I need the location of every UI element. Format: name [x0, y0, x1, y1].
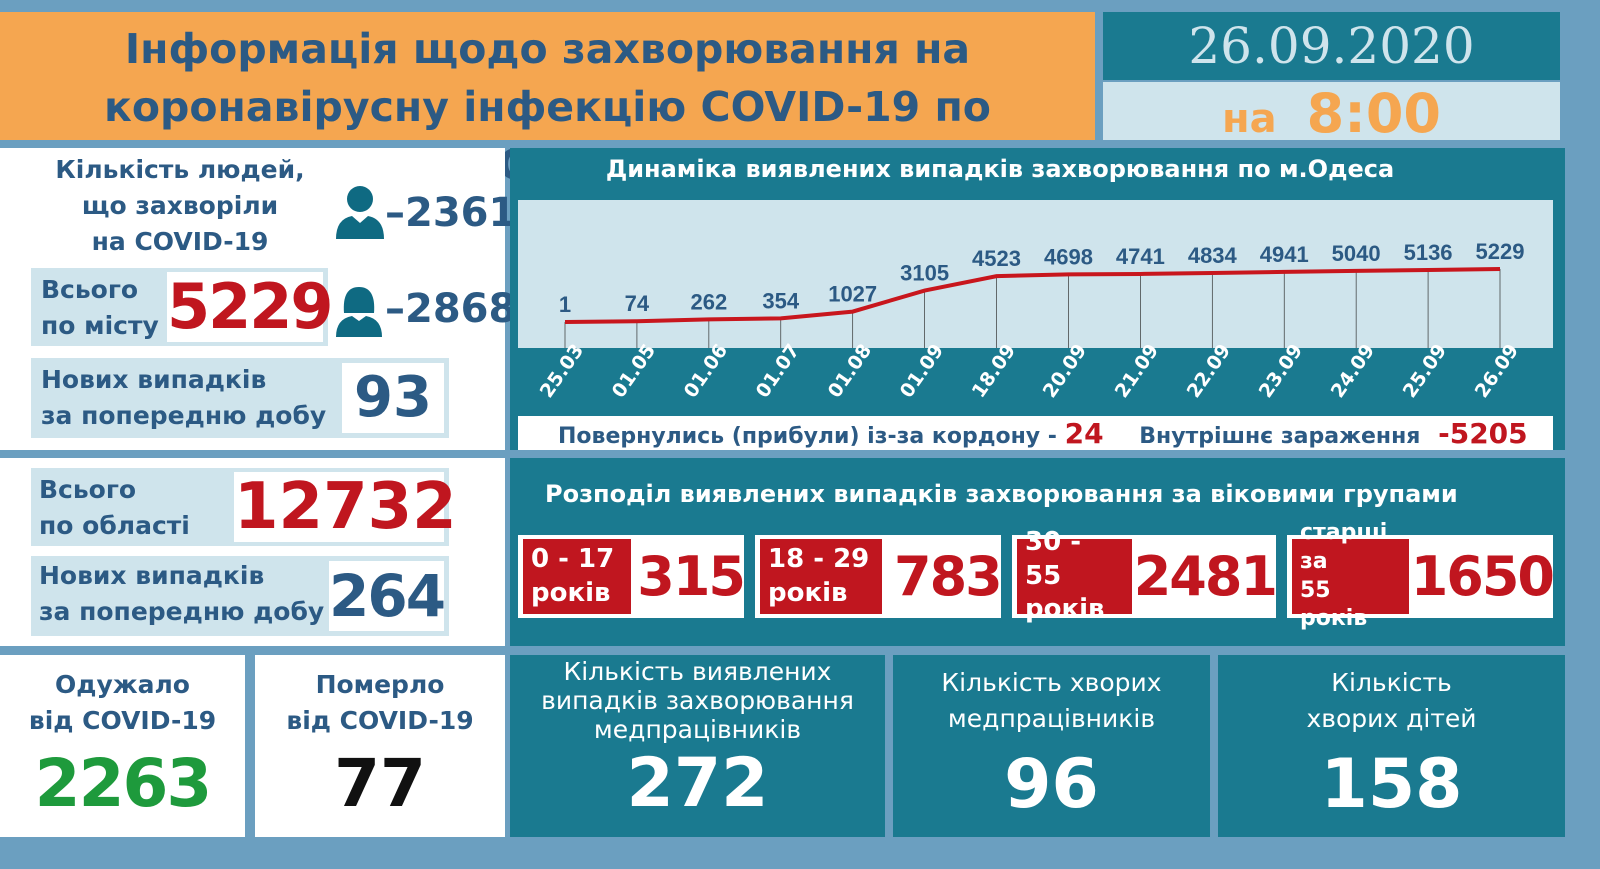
- data-label: 4941: [1260, 242, 1309, 267]
- medic-cases-label-3: медпрацівників: [593, 715, 802, 744]
- age-label-2: 55 років: [1300, 577, 1368, 632]
- city-total-box: Всього по місту 5229: [31, 268, 334, 346]
- medic-cases-panel: Кількість виявлених випадків захворювання…: [510, 655, 885, 837]
- report-date: 26.09.2020: [1188, 17, 1475, 75]
- data-label: 262: [690, 289, 727, 314]
- internal-value: -5205: [1438, 417, 1528, 450]
- city-total-value: 5229: [167, 270, 334, 343]
- region-total-label-2: по області: [39, 511, 190, 540]
- age-label-1: 0 - 17: [531, 543, 615, 574]
- title-line-1: Інформація щодо захворювання на: [124, 25, 971, 73]
- city-total-label-2: по місту: [41, 311, 159, 340]
- age-group-18-29: 18 - 29 років 783: [755, 535, 1003, 618]
- data-label: 74: [625, 291, 650, 316]
- children-label-1: Кількість: [1331, 668, 1452, 697]
- city-total-label-1: Всього: [41, 275, 139, 304]
- time-prefix: на: [1222, 96, 1277, 142]
- report-time: 8:00: [1306, 82, 1441, 145]
- data-label: 3105: [900, 261, 949, 286]
- age-label-2: років: [1025, 594, 1105, 625]
- data-label: 5136: [1404, 240, 1453, 265]
- data-label: 1027: [828, 282, 877, 307]
- people-label: Кількість людей, що захворіли на COVID-1…: [30, 152, 330, 260]
- recovered-label-2: від COVID-19: [28, 706, 217, 735]
- abroad-value: 24: [1064, 417, 1104, 450]
- died-label-1: Померло: [315, 670, 445, 699]
- age-group-over-55: старші за 55 років 1650: [1287, 520, 1555, 631]
- age-value: 2481: [1133, 545, 1278, 608]
- women-count: –2868: [385, 286, 517, 332]
- data-label: 4523: [972, 246, 1021, 271]
- recovered-panel: Одужало від COVID-19 2263: [0, 655, 245, 837]
- region-total-label-1: Всього: [39, 475, 137, 504]
- data-label: 4834: [1188, 243, 1238, 268]
- region-new-box: Нових випадків за попередню добу 264: [31, 556, 449, 636]
- people-label-2: що захворіли: [81, 191, 279, 220]
- internal-label: Внутрішнє зараження: [1139, 424, 1421, 449]
- age-value: 315: [637, 545, 746, 608]
- city-new-box: Нових випадків за попередню добу 93: [31, 358, 449, 438]
- age-value: 1650: [1410, 545, 1555, 608]
- died-panel: Померло від COVID-19 77: [255, 655, 505, 837]
- region-new-label-1: Нових випадків: [39, 561, 265, 590]
- woman-icon: [336, 287, 382, 337]
- abroad-label: Повернулись (прибули) із-за кордону -: [558, 424, 1057, 449]
- city-new-value: 93: [342, 363, 444, 433]
- age-label-2: років: [768, 577, 848, 608]
- medic-cases-label-2: випадків захворювання: [541, 686, 854, 715]
- age-value: 783: [894, 545, 1003, 608]
- series-line: [564, 267, 1501, 324]
- data-label: 4741: [1116, 244, 1165, 269]
- age-group-0-17: 0 - 17 років 315: [518, 535, 746, 618]
- data-label: 354: [762, 288, 799, 313]
- ages-title: Розподіл виявлених випадків захворювання…: [545, 480, 1458, 508]
- chart-title: Динаміка виявлених випадків захворювання…: [605, 155, 1395, 183]
- recovered-value: 2263: [34, 745, 213, 822]
- data-label: 5229: [1476, 239, 1525, 264]
- data-label: 1: [559, 292, 571, 317]
- age-label-1: 18 - 29: [768, 543, 870, 574]
- children-label-2: хворих дітей: [1306, 704, 1477, 733]
- region-new-label-2: за попередню добу: [39, 597, 325, 626]
- children-panel: Кількість хворих дітей 158: [1218, 655, 1565, 837]
- died-value: 77: [334, 745, 426, 822]
- age-group-30-55: 30 - 55 років 2481: [1012, 527, 1278, 624]
- line-chart: 1 74 262 354 1027 3105 4523 4698 4741 4834 4941 504…: [518, 200, 1553, 348]
- men-count: –2361: [385, 190, 517, 236]
- people-label-1: Кількість людей,: [55, 155, 305, 184]
- age-label-2: років: [531, 577, 611, 608]
- medic-sick-panel: Кількість хворих медпрацівників 96: [893, 655, 1210, 837]
- date-box: 26.09.2020: [1103, 12, 1560, 80]
- header-banner: Інформація щодо захворювання на коронаві…: [0, 12, 1095, 189]
- city-new-label-1: Нових випадків: [41, 365, 267, 394]
- recovered-label-1: Одужало: [55, 670, 190, 699]
- man-icon: [336, 186, 384, 239]
- children-value: 158: [1320, 745, 1463, 824]
- medic-cases-value: 272: [626, 744, 769, 823]
- data-label: 5040: [1332, 241, 1381, 266]
- age-label-1: старші за: [1300, 520, 1388, 574]
- city-new-label-2: за попередню добу: [41, 401, 327, 430]
- sources-bar: Повернулись (прибули) із-за кордону - 24…: [518, 416, 1553, 450]
- age-label-1: 30 - 55: [1025, 526, 1082, 591]
- medic-cases-label-1: Кількість виявлених: [563, 657, 832, 686]
- medic-sick-label-2: медпрацівників: [947, 704, 1156, 733]
- time-box: на 8:00: [1103, 82, 1560, 145]
- data-label: 4698: [1044, 244, 1093, 269]
- region-total-value: 12732: [234, 470, 457, 544]
- medic-sick-label-1: Кількість хворих: [941, 668, 1162, 697]
- region-total-box: Всього по області 12732: [31, 468, 457, 546]
- medic-sick-value: 96: [1004, 745, 1099, 824]
- died-label-2: від COVID-19: [286, 706, 474, 735]
- people-label-3: на COVID-19: [91, 227, 269, 256]
- region-new-value: 264: [329, 561, 446, 631]
